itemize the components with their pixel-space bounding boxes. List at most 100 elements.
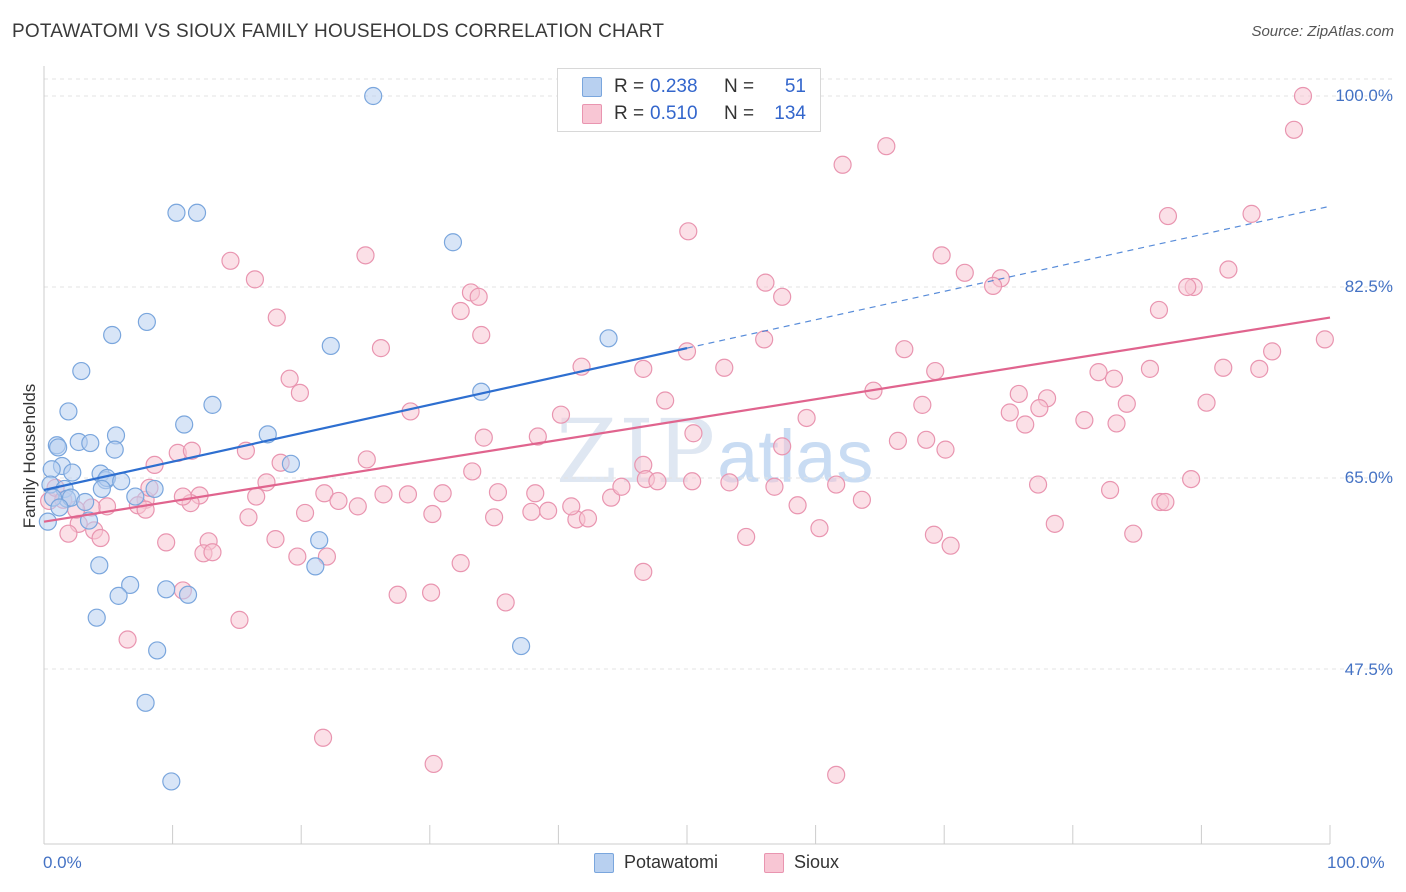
sioux-point [463, 462, 482, 481]
legend-row-potawatomi: R = 0.238 N = 51 [582, 76, 806, 98]
sioux-point [755, 330, 774, 349]
sioux-point [1045, 514, 1064, 533]
r-label: R = [614, 103, 645, 124]
trend-layer [43, 205, 1331, 523]
sioux-point [924, 525, 944, 544]
sioux-point [684, 424, 703, 443]
sioux-point [118, 630, 137, 649]
sioux-point [421, 583, 441, 602]
potawatomi-point [512, 636, 531, 656]
sioux-point [1075, 411, 1094, 430]
potawatomi-point [59, 402, 78, 421]
potawatomi-point [321, 336, 340, 356]
sioux-point [877, 137, 896, 156]
sioux-point [245, 270, 265, 289]
sioux-point [827, 765, 846, 784]
potawatomi-swatch [582, 77, 602, 97]
sioux-point [1100, 480, 1120, 500]
sioux-point [1028, 475, 1048, 494]
potawatomi-point [145, 479, 164, 499]
sioux-point [634, 562, 653, 581]
potawatomi-point [148, 641, 167, 660]
sioux-point [1107, 414, 1126, 433]
sioux-point [1124, 524, 1143, 543]
sioux-point [522, 502, 541, 521]
sioux-point [634, 359, 653, 378]
sioux-point [1214, 358, 1233, 377]
sioux-point [737, 527, 756, 547]
sioux-point [1250, 359, 1269, 378]
sioux-point [578, 509, 598, 528]
potawatomi-point [63, 463, 82, 482]
bottom-legend-sioux: Sioux [764, 852, 839, 873]
legend-label: Sioux [794, 852, 840, 872]
potawatomi-point [310, 531, 329, 550]
watermark-atlas: atlas [717, 415, 874, 498]
sioux-trend-line [43, 316, 1331, 523]
chart-title: POTAWATOMI VS SIOUX FAMILY HOUSEHOLDS CO… [12, 21, 665, 42]
sioux-point [955, 263, 974, 282]
sioux-point [683, 472, 702, 491]
legend-row-sioux: R = 0.510 N = 134 [582, 103, 806, 125]
sioux-point [288, 547, 307, 566]
sioux-point [679, 222, 698, 241]
sioux-point [983, 276, 1003, 296]
sioux-point [720, 473, 739, 492]
r-label: R = [614, 76, 645, 97]
sioux-point [1178, 277, 1197, 297]
sioux-point [388, 585, 407, 604]
sioux-point [182, 441, 201, 460]
potawatomi-point [49, 438, 68, 457]
sioux-point [239, 508, 258, 527]
sioux-point [810, 519, 829, 538]
r-value: 0.238 [650, 76, 698, 97]
sioux-point [1293, 86, 1313, 106]
sioux-point [1009, 384, 1028, 404]
potawatomi-point [203, 395, 222, 414]
n-label: N = [724, 76, 755, 97]
potawatomi-point [72, 361, 91, 381]
sioux-point [756, 273, 775, 292]
sioux-point [295, 503, 315, 523]
sioux-point [485, 508, 504, 527]
sioux-point [852, 490, 871, 509]
sioux-point [313, 728, 333, 747]
sioux-point [221, 251, 240, 270]
potawatomi-point [281, 454, 301, 473]
potawatomi-point [79, 511, 99, 530]
sioux-point [374, 485, 393, 504]
sioux-point [157, 533, 176, 552]
potawatomi-trend-line [43, 347, 688, 492]
potawatomi-swatch [594, 852, 614, 873]
sioux-point [528, 427, 547, 446]
sioux-point [203, 543, 222, 562]
sioux-point [1140, 359, 1160, 378]
potawatomi-point [167, 203, 186, 222]
n-value: 51 [784, 76, 806, 97]
sioux-point [773, 287, 792, 306]
sioux-point [1104, 369, 1124, 388]
sioux-point [1263, 342, 1282, 361]
sioux-point [932, 246, 951, 265]
sioux-point [1117, 394, 1136, 413]
sioux-point [59, 524, 78, 543]
sioux-point [1030, 399, 1049, 418]
sioux-point [773, 437, 792, 456]
potawatomi-point [76, 492, 95, 512]
sioux-point [936, 440, 955, 459]
potawatomi-point [136, 693, 155, 712]
sioux-point [474, 428, 493, 447]
sioux-point [648, 472, 667, 491]
sioux-point [280, 369, 299, 388]
x-tick-label-min: 0.0% [43, 853, 82, 872]
sioux-point [562, 497, 581, 516]
y-tick-label: 65.0% [1344, 468, 1393, 487]
sioux-point [715, 358, 734, 377]
sioux-point [1149, 300, 1169, 320]
sioux-point [451, 554, 470, 573]
potawatomi-points [38, 86, 618, 791]
potawatomi-point [306, 557, 325, 576]
potawatomi-point [364, 86, 383, 106]
sioux-point [1197, 393, 1216, 412]
